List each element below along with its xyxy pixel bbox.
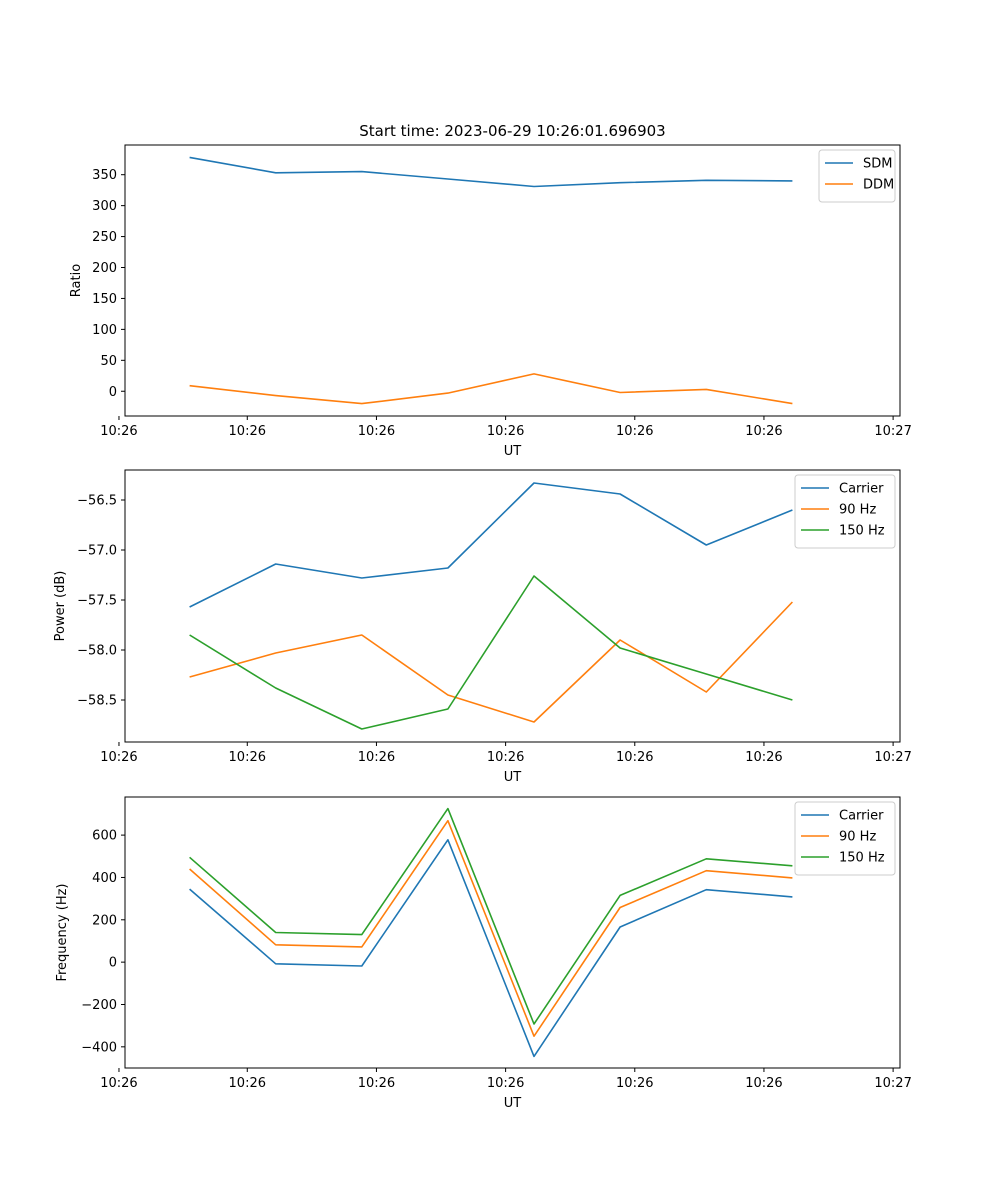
y-tick-label: 250 — [92, 230, 117, 245]
figure-title: Start time: 2023-06-29 10:26:01.696903 — [359, 122, 665, 140]
series-line-carrier — [189, 838, 793, 1058]
legend: Carrier 90 Hz 150 Hz — [794, 474, 896, 549]
x-tick-label: 10:26 — [229, 750, 266, 765]
x-tick-label: 10:26 — [100, 1076, 137, 1091]
y-tick-label: 150 — [92, 292, 117, 307]
x-tick-label: 10:26 — [229, 424, 266, 439]
legend-label: 90 Hz — [839, 830, 876, 845]
y-tick-label: 0 — [109, 385, 117, 400]
x-tick-label: 10:26 — [745, 424, 782, 439]
series-line-sdm — [189, 156, 793, 188]
x-tick-label: 10:26 — [616, 424, 653, 439]
series-line-carrier — [189, 482, 793, 608]
series-line-ddm — [189, 373, 793, 405]
y-tick-label: 50 — [100, 354, 117, 369]
y-tick-label: 350 — [92, 168, 117, 183]
axes-frame — [124, 144, 901, 417]
axes-frame — [124, 796, 901, 1069]
legend-label: 150 Hz — [839, 851, 885, 866]
x-tick-label: 10:26 — [487, 750, 524, 765]
axes-frame — [124, 469, 901, 743]
y-tick-label: 100 — [92, 323, 117, 338]
x-tick-label: 10:27 — [874, 424, 911, 439]
y-axis-label: Power (dB) — [53, 571, 68, 642]
x-tick-label: 10:26 — [745, 750, 782, 765]
x-axis-label: UT — [504, 770, 522, 785]
series-line-90-hz — [189, 601, 793, 723]
series-line-150-hz — [189, 575, 793, 730]
y-tick-label: 300 — [92, 199, 117, 214]
x-axis-label: UT — [504, 1096, 522, 1111]
y-tick-label: −200 — [81, 998, 117, 1013]
y-tick-label: 600 — [92, 829, 117, 844]
x-tick-label: 10:26 — [487, 424, 524, 439]
legend-label: Carrier — [839, 482, 884, 497]
legend-label: DDM — [863, 178, 894, 193]
y-tick-label: −57.0 — [77, 544, 117, 559]
y-tick-label: 400 — [92, 871, 117, 886]
y-tick-label: −57.5 — [77, 594, 117, 609]
y-tick-label: 200 — [92, 261, 117, 276]
x-tick-label: 10:26 — [487, 1076, 524, 1091]
x-tick-label: 10:26 — [100, 750, 137, 765]
y-tick-label: 200 — [92, 913, 117, 928]
legend-label: 90 Hz — [839, 503, 876, 518]
legend-label: SDM — [863, 157, 892, 172]
x-tick-label: 10:26 — [745, 1076, 782, 1091]
subplot-1: 10:26 10:26 10:26 10:26 10:26 10:26 10:27 0 50 10… — [69, 144, 912, 459]
y-tick-label: −58.0 — [77, 644, 117, 659]
subplot-2: 10:26 10:26 10:26 10:26 10:26 10:26 10:27 −58.5… — [53, 469, 912, 785]
legend: Carrier 90 Hz 150 Hz — [794, 801, 896, 876]
series-line-150-hz — [189, 807, 793, 1025]
y-tick-label: −58.5 — [77, 694, 117, 709]
x-tick-label: 10:26 — [616, 750, 653, 765]
legend-label: 150 Hz — [839, 524, 885, 539]
y-tick-label: 0 — [109, 956, 117, 971]
y-axis-label: Ratio — [69, 264, 84, 297]
subplots: 10:26 10:26 10:26 10:26 10:26 10:26 10:27 0 50 10… — [53, 144, 912, 1111]
y-tick-label: −56.5 — [77, 494, 117, 509]
x-axis-label: UT — [504, 444, 522, 459]
subplot-3: 10:26 10:26 10:26 10:26 10:26 10:26 10:27 −400 −… — [55, 796, 912, 1111]
legend-label: Carrier — [839, 809, 884, 824]
x-tick-label: 10:26 — [100, 424, 137, 439]
y-axis-label: Frequency (Hz) — [55, 883, 70, 981]
x-tick-label: 10:27 — [874, 1076, 911, 1091]
y-tick-label: −400 — [81, 1040, 117, 1055]
x-tick-label: 10:26 — [229, 1076, 266, 1091]
x-tick-label: 10:26 — [358, 1076, 395, 1091]
series-line-90-hz — [189, 819, 793, 1037]
legend: SDM DDM — [818, 149, 896, 203]
x-tick-label: 10:27 — [874, 750, 911, 765]
x-tick-label: 10:26 — [358, 424, 395, 439]
x-tick-label: 10:26 — [616, 1076, 653, 1091]
x-tick-label: 10:26 — [358, 750, 395, 765]
